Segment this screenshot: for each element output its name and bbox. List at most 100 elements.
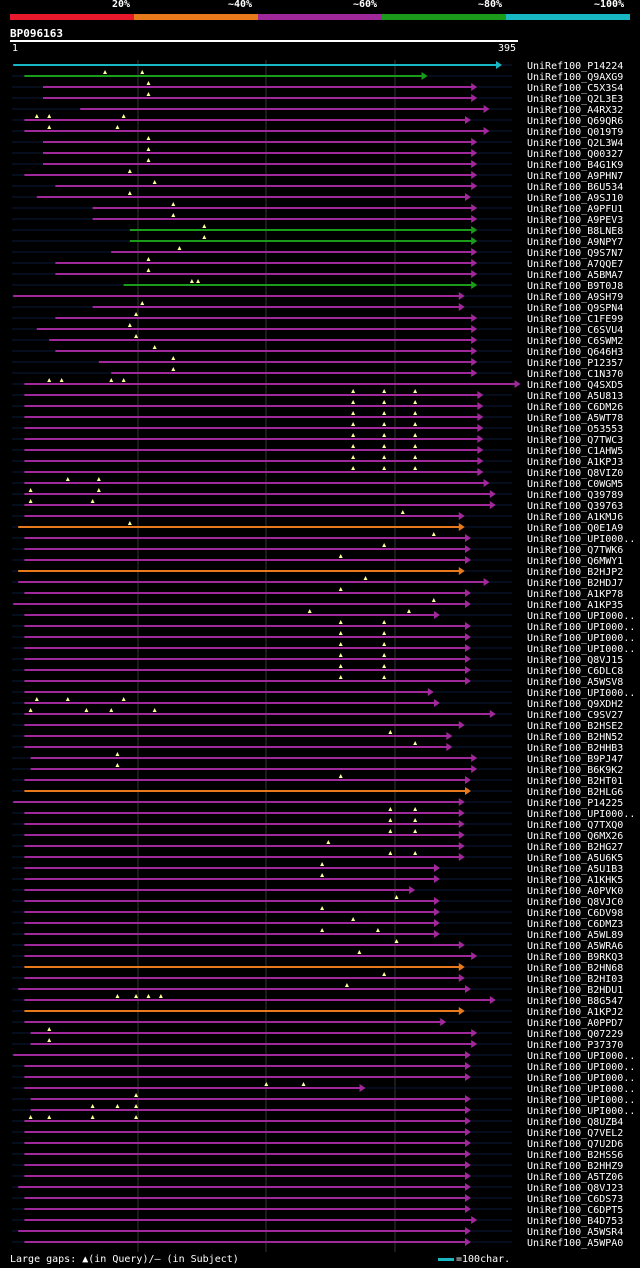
hit-row[interactable]: UniRef100_UPI000.. <box>12 1051 635 1062</box>
hit-label[interactable]: UniRef100_Q646H3 <box>527 347 623 358</box>
hit-row[interactable]: UniRef100_UPI000.. <box>12 609 635 622</box>
hit-row[interactable]: UniRef100_Q6MWY1 <box>12 554 623 567</box>
hit-label[interactable]: UniRef100_Q0E1A9 <box>527 523 623 534</box>
hit-row[interactable]: UniRef100_B2HHB3 <box>12 741 623 754</box>
hit-row[interactable]: UniRef100_UPI000.. <box>12 1104 635 1117</box>
hit-row[interactable]: UniRef100_A5TZ06 <box>12 1172 623 1183</box>
hit-row[interactable]: UniRef100_A0PVK0 <box>12 886 623 897</box>
hit-row[interactable]: UniRef100_B6K9K2 <box>12 763 623 776</box>
hit-label[interactable]: UniRef100_B6K9K2 <box>527 765 623 776</box>
hit-label[interactable]: UniRef100_C6DS73 <box>527 1194 623 1205</box>
hit-label[interactable]: UniRef100_B2HHB3 <box>527 743 623 754</box>
hit-label[interactable]: UniRef100_C6DMZ3 <box>527 919 623 930</box>
hit-label[interactable]: UniRef100_A5WT78 <box>527 413 623 424</box>
hit-label[interactable]: UniRef100_B2HHZ9 <box>527 1161 623 1172</box>
hit-row[interactable]: UniRef100_Q39789 <box>12 488 623 501</box>
hit-row[interactable]: UniRef100_Q8VIZ0 <box>12 466 623 479</box>
hit-label[interactable]: UniRef100_A1KP78 <box>527 589 623 600</box>
hit-label[interactable]: UniRef100_Q69QR6 <box>527 116 623 127</box>
hit-label[interactable]: UniRef100_UPI000.. <box>527 633 635 644</box>
hit-label[interactable]: UniRef100_A9PEV3 <box>527 215 623 226</box>
hit-row[interactable]: UniRef100_Q07229 <box>12 1027 623 1040</box>
hit-row[interactable]: UniRef100_Q8VJ23 <box>12 1183 623 1194</box>
hit-row[interactable]: UniRef100_A9PEV3 <box>12 213 623 226</box>
hit-label[interactable]: UniRef100_Q7TXQ0 <box>527 820 623 831</box>
hit-row[interactable]: UniRef100_Q7TWK6 <box>12 543 623 556</box>
hit-row[interactable]: UniRef100_A7QQE7 <box>12 257 623 270</box>
hit-row[interactable]: UniRef100_B8G547 <box>12 994 623 1007</box>
hit-row[interactable]: UniRef100_A5U6K5 <box>12 851 623 864</box>
hit-row[interactable]: UniRef100_B9RKQ3 <box>12 950 623 963</box>
hit-row[interactable]: UniRef100_C6DS73 <box>12 1194 623 1205</box>
hit-label[interactable]: UniRef100_Q6MWY1 <box>527 556 623 567</box>
hit-row[interactable]: UniRef100_Q9XDH2 <box>12 697 623 710</box>
hit-label[interactable]: UniRef100_A9NPY7 <box>527 237 623 248</box>
hit-row[interactable]: UniRef100_A5BMA7 <box>12 268 623 281</box>
hit-row[interactable]: UniRef100_C6SVU4 <box>12 323 623 336</box>
hit-label[interactable]: UniRef100_B2HI03 <box>527 974 623 985</box>
hit-label[interactable]: UniRef100_B2HN52 <box>527 732 623 743</box>
hit-label[interactable]: UniRef100_Q8UZB4 <box>527 1117 623 1128</box>
hit-row[interactable]: UniRef100_C6DLC8 <box>12 664 623 677</box>
hit-row[interactable]: UniRef100_A9SH79 <box>12 292 623 303</box>
hit-label[interactable]: UniRef100_Q2L3W4 <box>527 138 623 149</box>
hit-label[interactable]: UniRef100_C1FE99 <box>527 314 623 325</box>
hit-label[interactable]: UniRef100_P14225 <box>527 798 623 809</box>
hit-label[interactable]: UniRef100_B2HLG6 <box>527 787 623 798</box>
hit-row[interactable]: UniRef100_B2HDU1 <box>12 983 623 996</box>
hit-label[interactable]: UniRef100_C1AHW5 <box>527 446 623 457</box>
hit-label[interactable]: UniRef100_C6DM26 <box>527 402 623 413</box>
hit-row[interactable]: UniRef100_B6U534 <box>12 180 623 193</box>
hit-label[interactable]: UniRef100_C0WGM5 <box>527 479 623 490</box>
hit-label[interactable]: UniRef100_A1KMJ6 <box>527 512 623 523</box>
hit-label[interactable]: UniRef100_UPI000.. <box>527 1051 635 1062</box>
hit-row[interactable]: UniRef100_A5WL89 <box>12 928 623 941</box>
hit-row[interactable]: UniRef100_Q7TXQ0 <box>12 818 623 831</box>
hit-label[interactable]: UniRef100_C9SV27 <box>527 710 623 721</box>
hit-row[interactable]: UniRef100_A1KPJ2 <box>12 1007 623 1018</box>
hit-row[interactable]: UniRef100_A9PHN7 <box>12 169 623 182</box>
hit-row[interactable]: UniRef100_C6DV98 <box>12 906 623 919</box>
hit-label[interactable]: UniRef100_A0PPD7 <box>527 1018 623 1029</box>
hit-row[interactable]: UniRef100_Q4SXD5 <box>12 378 623 391</box>
hit-row[interactable]: UniRef100_A5U1B3 <box>12 862 623 875</box>
hit-row[interactable]: UniRef100_C1AHW5 <box>12 444 623 457</box>
hit-label[interactable]: UniRef100_C6SWM2 <box>527 336 623 347</box>
hit-label[interactable]: UniRef100_A4RX32 <box>527 105 623 116</box>
hit-row[interactable]: UniRef100_A5WRA6 <box>12 939 623 952</box>
hit-label[interactable]: UniRef100_Q8VJ23 <box>527 1183 623 1194</box>
hit-row[interactable]: UniRef100_B4D753 <box>12 1216 623 1227</box>
hit-label[interactable]: UniRef100_B9PJ47 <box>527 754 623 765</box>
hit-label[interactable]: UniRef100_B9T0J8 <box>527 281 623 292</box>
hit-row[interactable]: UniRef100_A1KHK5 <box>12 873 623 886</box>
hit-label[interactable]: UniRef100_Q4SXD5 <box>527 380 623 391</box>
hit-label[interactable]: UniRef100_A5WRA6 <box>527 941 623 952</box>
hit-label[interactable]: UniRef100_UPI000.. <box>527 1095 635 1106</box>
hit-label[interactable]: UniRef100_Q39763 <box>527 501 623 512</box>
hit-row[interactable]: UniRef100_UPI000.. <box>12 620 635 633</box>
hit-row[interactable]: UniRef100_UPI000.. <box>12 688 635 699</box>
hit-label[interactable]: UniRef100_C6DLC8 <box>527 666 623 677</box>
hit-row[interactable]: UniRef100_C6DMZ3 <box>12 917 623 930</box>
hit-label[interactable]: UniRef100_B2HDU1 <box>527 985 623 996</box>
hit-label[interactable]: UniRef100_UPI000.. <box>527 1062 635 1073</box>
hit-label[interactable]: UniRef100_Q07229 <box>527 1029 623 1040</box>
hit-label[interactable]: UniRef100_Q7VEL2 <box>527 1128 623 1139</box>
hit-label[interactable]: UniRef100_B2HG27 <box>527 842 623 853</box>
hit-label[interactable]: UniRef100_P37370 <box>527 1040 623 1051</box>
hit-row[interactable]: UniRef100_Q9S7N7 <box>12 246 623 259</box>
hit-row[interactable]: UniRef100_Q00327 <box>12 147 623 160</box>
hit-label[interactable]: UniRef100_UPI000.. <box>527 1073 635 1084</box>
hit-label[interactable]: UniRef100_Q8VIZ0 <box>527 468 623 479</box>
hit-label[interactable]: UniRef100_A9SJ10 <box>527 193 623 204</box>
hit-row[interactable]: UniRef100_Q6MX26 <box>12 829 623 842</box>
hit-row[interactable]: UniRef100_O53553 <box>12 422 623 435</box>
hit-row[interactable]: UniRef100_Q9AXG9 <box>12 70 623 83</box>
hit-label[interactable]: UniRef100_A1KPJ2 <box>527 1007 623 1018</box>
hit-row[interactable]: UniRef100_C9SV27 <box>12 708 623 721</box>
hit-row[interactable]: UniRef100_A5WSV8 <box>12 675 623 688</box>
hit-row[interactable]: UniRef100_C6DM26 <box>12 400 623 413</box>
hit-label[interactable]: UniRef100_Q9XDH2 <box>527 699 623 710</box>
hit-row[interactable]: UniRef100_UPI000.. <box>12 1093 635 1106</box>
hit-row[interactable]: UniRef100_Q39763 <box>12 499 623 512</box>
